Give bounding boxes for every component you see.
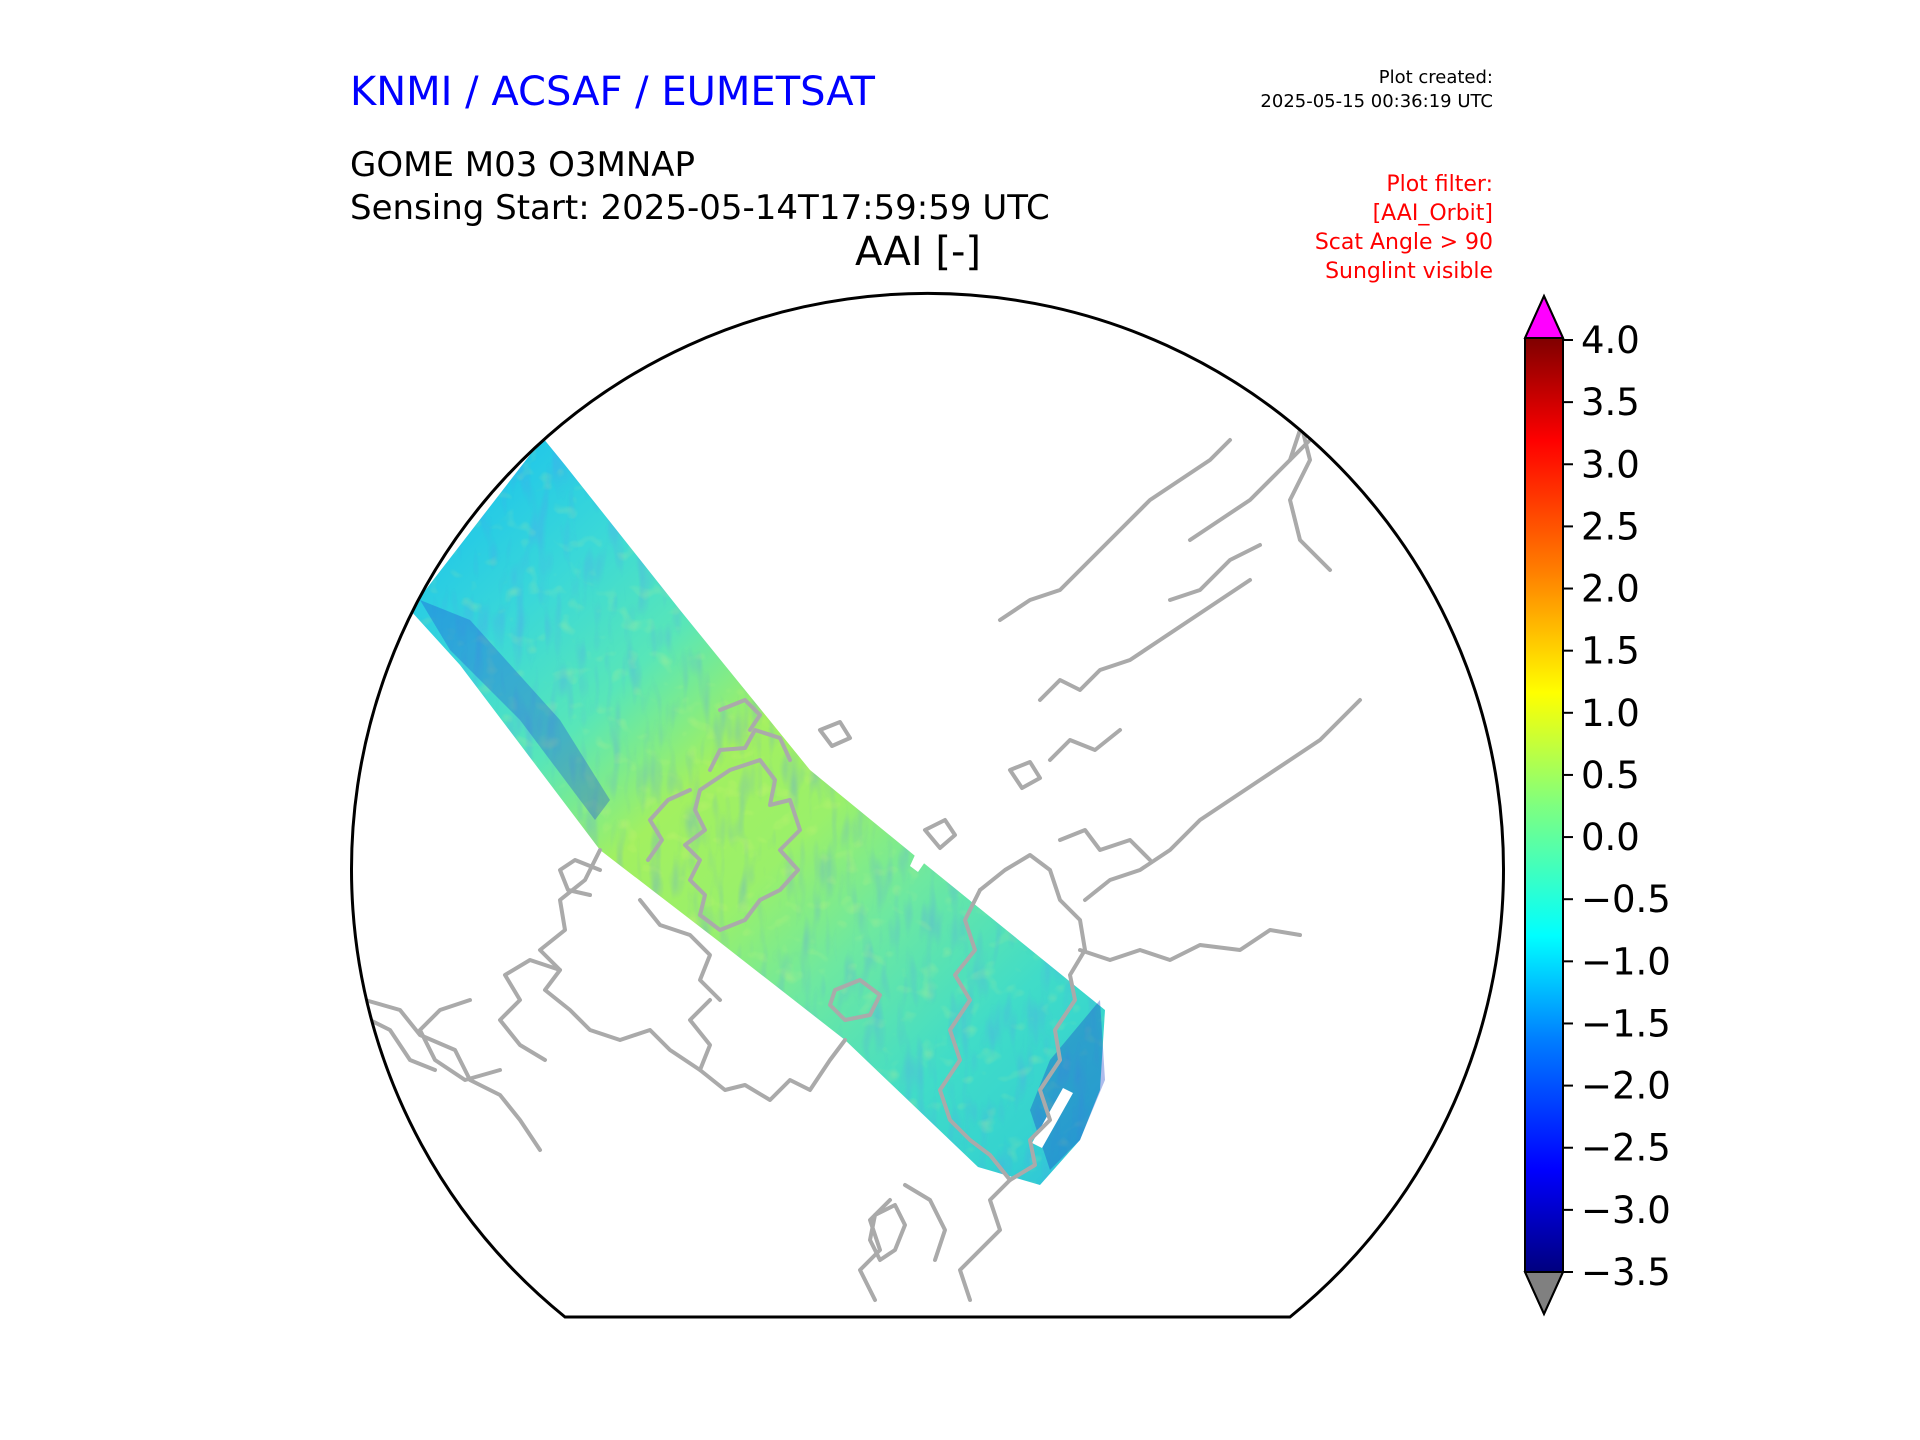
plot-filter-item: [AAI_Orbit] [1372,201,1493,226]
coastlines [363,398,1372,1302]
colorbar-tick-label: −1.5 [1581,1002,1671,1045]
colorbar-tick-label: 2.5 [1581,505,1640,548]
sensing-start: Sensing Start: 2025-05-14T17:59:59 UTC [350,188,1050,228]
plot-created-time: 2025-05-15 00:36:19 UTC [1260,91,1493,112]
colorbar-tick-label: 1.5 [1581,630,1640,673]
colorbar-tick-label: −2.5 [1581,1127,1671,1170]
product-title: GOME M03 O3MNAP [350,145,696,185]
colorbar-tick-label: 0.5 [1581,754,1640,797]
organization-title: KNMI / ACSAF / EUMETSAT [350,69,875,115]
colorbar: 4.0 3.5 3.0 2.5 2.0 1.5 1.0 0.5 0.0 −0.5 −1.0 −1.5 −… [1523,293,1671,1317]
colorbar-over-triangle [1523,293,1565,339]
colorbar-tick-label: −1.0 [1581,940,1671,983]
satellite-swath [410,438,1105,1185]
plot-filter-item: Sunglint visible [1325,259,1493,284]
map-content [363,398,1372,1302]
map-border [350,291,1505,1319]
colorbar-tick-label: −2.0 [1581,1065,1671,1108]
colorbar-tick-label: 4.0 [1581,319,1640,362]
colorbar-tick-label: 1.0 [1581,692,1640,735]
colorbar-ticks: 4.0 3.5 3.0 2.5 2.0 1.5 1.0 0.5 0.0 −0.5 −1.0 −1.5 −… [1563,319,1671,1294]
colorbar-tick-label: −3.5 [1581,1251,1671,1294]
plot-created-label: Plot created: [1378,67,1493,88]
plot-filter-block: Plot filter: [AAI_Orbit] Scat Angle > 90… [1315,170,1493,286]
colorbar-under-triangle [1523,1271,1565,1317]
plot-filter-item: Scat Angle > 90 [1314,230,1493,255]
variable-title: AAI [-] [855,229,981,275]
plot-filter-label: Plot filter: [1386,172,1493,197]
colorbar-tick-label: −0.5 [1581,878,1671,921]
colorbar-tick-label: 3.5 [1581,381,1640,424]
plot-created-block: Plot created: 2025-05-15 00:36:19 UTC [1260,66,1493,114]
colorbar-tick-label: 0.0 [1581,816,1640,859]
colorbar-tick-label: −3.0 [1581,1189,1671,1232]
colorbar-tick-label: 2.0 [1581,568,1640,611]
colorbar-tick-label: 3.0 [1581,443,1640,486]
colorbar-gradient [1525,338,1563,1272]
